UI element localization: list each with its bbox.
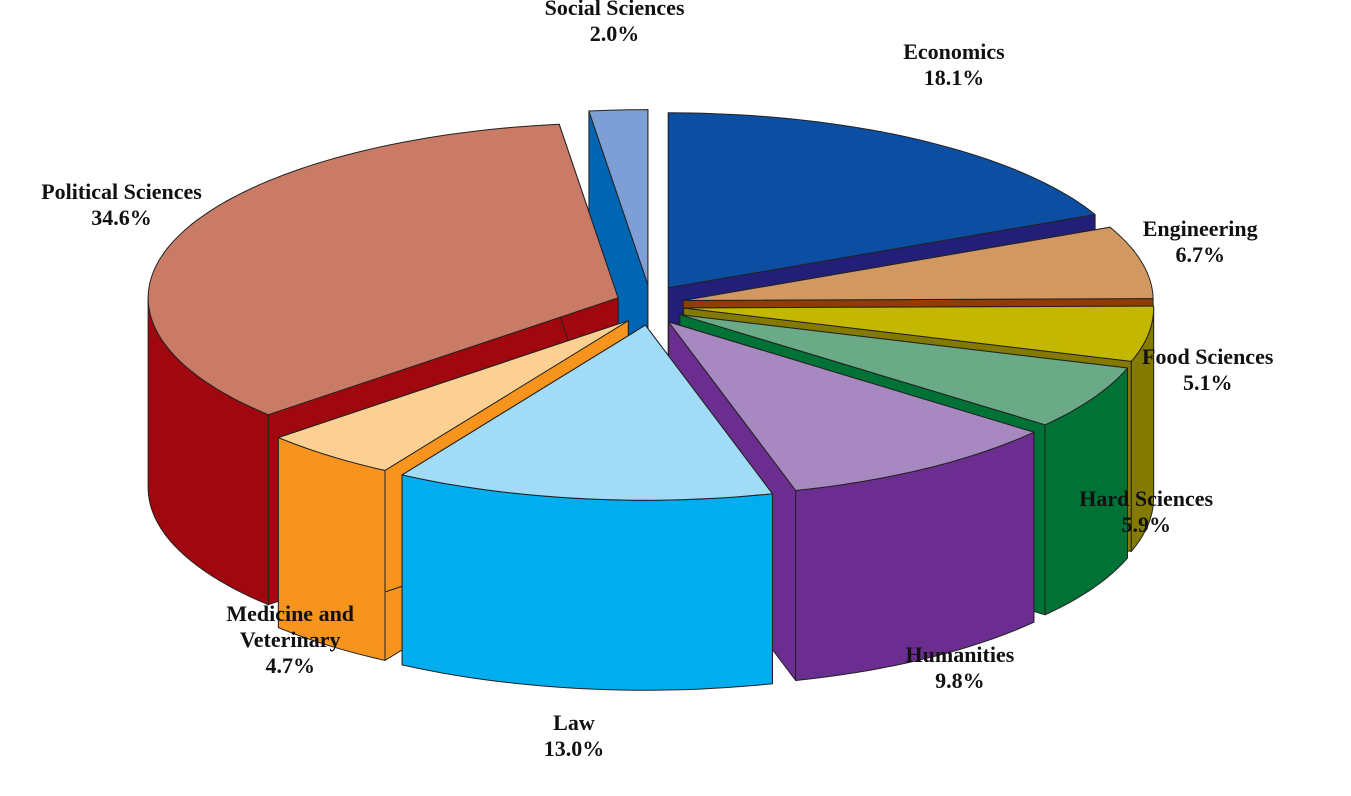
category-label: Food Sciences — [1142, 343, 1274, 369]
slice — [401, 324, 773, 501]
data-label: Law 13.0% — [469, 710, 679, 762]
category-label: Political Sciences — [41, 179, 202, 205]
category-label: Engineering — [1142, 216, 1258, 242]
data-label: Engineering 6.7% — [1095, 216, 1305, 268]
category-label: Hard Sciences — [1079, 485, 1214, 511]
data-label: Political Sciences 34.6% — [17, 179, 227, 231]
slice — [683, 305, 1155, 362]
value-label: 13.0% — [543, 736, 605, 762]
category-label: Law — [553, 710, 595, 736]
slice — [668, 321, 1035, 491]
slice — [277, 320, 629, 471]
value-label: 2.0% — [589, 20, 640, 46]
slice — [147, 123, 619, 416]
value-label: 9.8% — [935, 668, 985, 694]
slice — [588, 109, 649, 286]
data-label: Economics 18.1% — [849, 39, 1059, 91]
data-label: Humanities 9.8% — [855, 642, 1065, 694]
value-label: 5.1% — [1182, 369, 1233, 395]
category-label: Medicine and Veterinary — [226, 600, 355, 652]
value-label: 18.1% — [923, 64, 985, 90]
slice — [679, 314, 1128, 426]
data-label: Hard Sciences 5.9% — [1041, 486, 1251, 538]
category-label: Humanities — [905, 642, 1015, 668]
value-label: 5.9% — [1121, 511, 1171, 537]
category-label: Social Sciences — [544, 0, 685, 20]
value-label: 6.7% — [1175, 242, 1225, 268]
data-label: Medicine and Veterinary 4.7% — [185, 601, 395, 679]
data-label: Social Sciences 2.0% — [510, 0, 720, 47]
value-label: 34.6% — [91, 205, 152, 231]
slice — [682, 226, 1154, 301]
slice — [667, 112, 1096, 289]
value-label: 4.7% — [265, 652, 315, 678]
slice-outer-wall — [401, 474, 773, 691]
data-label: Food Sciences 5.1% — [1103, 344, 1313, 396]
category-label: Economics — [903, 38, 1005, 64]
